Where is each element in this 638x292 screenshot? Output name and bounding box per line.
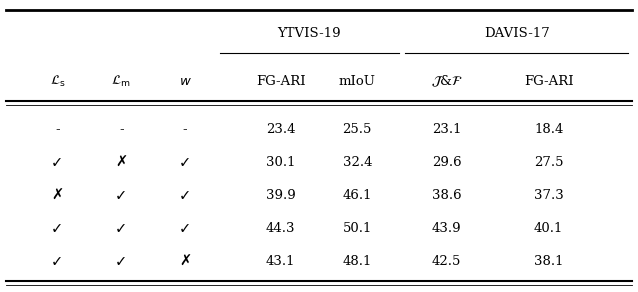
Text: 29.6: 29.6 <box>432 156 461 169</box>
Text: 25.5: 25.5 <box>343 124 372 136</box>
Text: DAVIS-17: DAVIS-17 <box>484 27 550 40</box>
Text: 37.3: 37.3 <box>534 189 563 202</box>
Text: mIoU: mIoU <box>339 75 376 88</box>
Text: 38.6: 38.6 <box>432 189 461 202</box>
Text: ✗: ✗ <box>51 188 64 203</box>
Text: 30.1: 30.1 <box>266 156 295 169</box>
Text: 48.1: 48.1 <box>343 255 372 267</box>
Text: ✓: ✓ <box>51 253 64 269</box>
Text: 44.3: 44.3 <box>266 222 295 235</box>
Text: $w$: $w$ <box>179 75 191 88</box>
Text: 46.1: 46.1 <box>343 189 372 202</box>
Text: 43.9: 43.9 <box>432 222 461 235</box>
Text: ✓: ✓ <box>51 155 64 170</box>
Text: 40.1: 40.1 <box>534 222 563 235</box>
Text: -: - <box>119 124 124 136</box>
Text: YTVIS-19: YTVIS-19 <box>278 27 341 40</box>
Text: ✗: ✗ <box>179 253 191 269</box>
Text: FG-ARI: FG-ARI <box>524 75 574 88</box>
Text: 23.1: 23.1 <box>432 124 461 136</box>
Text: 50.1: 50.1 <box>343 222 372 235</box>
Text: ✓: ✓ <box>179 155 191 170</box>
Text: ✓: ✓ <box>179 221 191 236</box>
Text: FG-ARI: FG-ARI <box>256 75 306 88</box>
Text: 32.4: 32.4 <box>343 156 372 169</box>
Text: 18.4: 18.4 <box>534 124 563 136</box>
Text: 27.5: 27.5 <box>534 156 563 169</box>
Text: 38.1: 38.1 <box>534 255 563 267</box>
Text: 43.1: 43.1 <box>266 255 295 267</box>
Text: $\mathcal{J}$&$\mathcal{F}$: $\mathcal{J}$&$\mathcal{F}$ <box>431 74 463 89</box>
Text: ✓: ✓ <box>115 253 128 269</box>
Text: 23.4: 23.4 <box>266 124 295 136</box>
Text: $\mathcal{L}_\mathrm{s}$: $\mathcal{L}_\mathrm{s}$ <box>50 74 65 89</box>
Text: 39.9: 39.9 <box>266 189 295 202</box>
Text: -: - <box>55 124 60 136</box>
Text: ✓: ✓ <box>179 188 191 203</box>
Text: 42.5: 42.5 <box>432 255 461 267</box>
Text: -: - <box>182 124 188 136</box>
Text: ✓: ✓ <box>51 221 64 236</box>
Text: ✓: ✓ <box>115 188 128 203</box>
Text: ✗: ✗ <box>115 155 128 170</box>
Text: ✓: ✓ <box>115 221 128 236</box>
Text: $\mathcal{L}_\mathrm{m}$: $\mathcal{L}_\mathrm{m}$ <box>112 74 131 89</box>
